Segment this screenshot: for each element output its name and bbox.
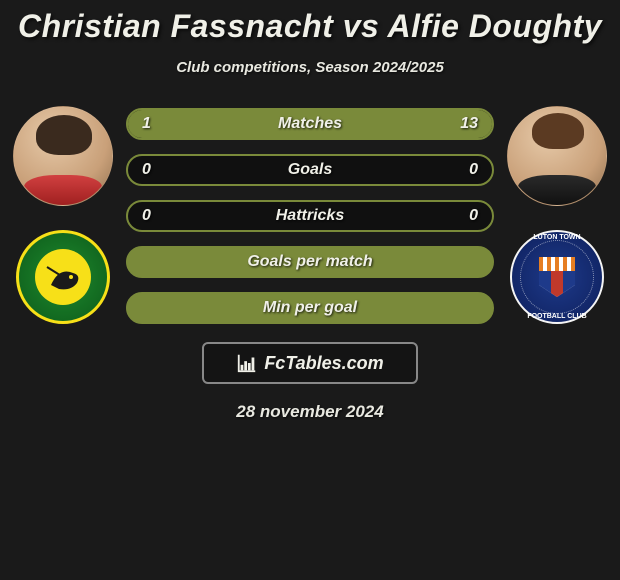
stat-value-left: 1 [142,115,151,133]
stat-label: Goals [288,161,332,179]
stat-value-left: 0 [142,207,151,225]
stat-row: 1 13 Matches [126,108,494,140]
player-left-column [8,106,118,324]
stat-row: Min per goal [126,292,494,324]
player-right-column: LUTON TOWN FOOTBALL CLUB [502,106,612,324]
player2-club-badge: LUTON TOWN FOOTBALL CLUB [510,230,604,324]
stat-label: Hattricks [276,207,344,225]
stat-row: Goals per match [126,246,494,278]
comparison-card: Christian Fassnacht vs Alfie Doughty Clu… [0,0,620,422]
stats-bars: 1 13 Matches 0 0 Goals 0 0 Hattricks Goals per ma… [118,106,502,338]
player1-avatar [13,106,113,206]
stat-value-left: 0 [142,161,151,179]
club2-bottom-text: FOOTBALL CLUB [512,313,602,320]
canary-icon [33,247,93,307]
stat-row: 0 0 Goals [126,154,494,186]
stat-label: Goals per match [247,253,372,271]
club2-top-text: LUTON TOWN [512,234,602,241]
stat-row: 0 0 Hattricks [126,200,494,232]
player1-club-badge [16,230,110,324]
brand-text: FcTables.com [264,353,383,374]
player2-avatar [507,106,607,206]
stat-value-right: 0 [469,207,478,225]
stat-label: Matches [278,115,342,133]
stat-value-right: 0 [469,161,478,179]
page-title: Christian Fassnacht vs Alfie Doughty [0,8,620,45]
compare-section: 1 13 Matches 0 0 Goals 0 0 Hattricks Goals per ma… [0,106,620,338]
stat-value-right: 13 [460,115,478,133]
date-text: 28 november 2024 [0,402,620,422]
subtitle: Club competitions, Season 2024/2025 [0,59,620,76]
chart-icon [236,352,258,374]
brand-box: FcTables.com [202,342,418,384]
stat-label: Min per goal [263,299,357,317]
